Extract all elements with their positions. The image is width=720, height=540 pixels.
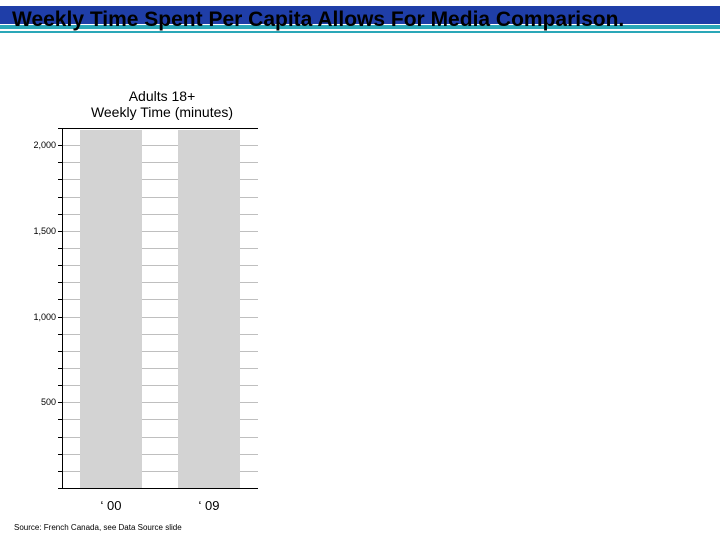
y-tick-label: 1,000 (16, 312, 56, 322)
bar (80, 130, 142, 488)
page-title: Weekly Time Spent Per Capita Allows For … (12, 8, 624, 32)
y-axis (62, 128, 63, 488)
source-text: Source: French Canada, see Data Source s… (14, 523, 182, 532)
plot-area: 5001,0001,5002,000‘ 00‘ 09 (62, 128, 258, 488)
y-tick-label: 1,500 (16, 226, 56, 236)
chart-title-line2: Weekly Time (minutes) (72, 104, 252, 120)
category-label: ‘ 09 (178, 498, 240, 513)
title-band: Weekly Time Spent Per Capita Allows For … (0, 6, 720, 30)
chart-title-line1: Adults 18+ (72, 88, 252, 104)
chart-title: Adults 18+ Weekly Time (minutes) (72, 88, 252, 120)
x-axis (62, 488, 258, 489)
category-label: ‘ 00 (80, 498, 142, 513)
plot-top-border (62, 128, 258, 129)
y-tick-label: 2,000 (16, 140, 56, 150)
bar-chart: 5001,0001,5002,000‘ 00‘ 09 (62, 128, 258, 488)
y-tick-label: 500 (16, 397, 56, 407)
bar (178, 130, 240, 488)
slide-root: Weekly Time Spent Per Capita Allows For … (0, 0, 720, 540)
